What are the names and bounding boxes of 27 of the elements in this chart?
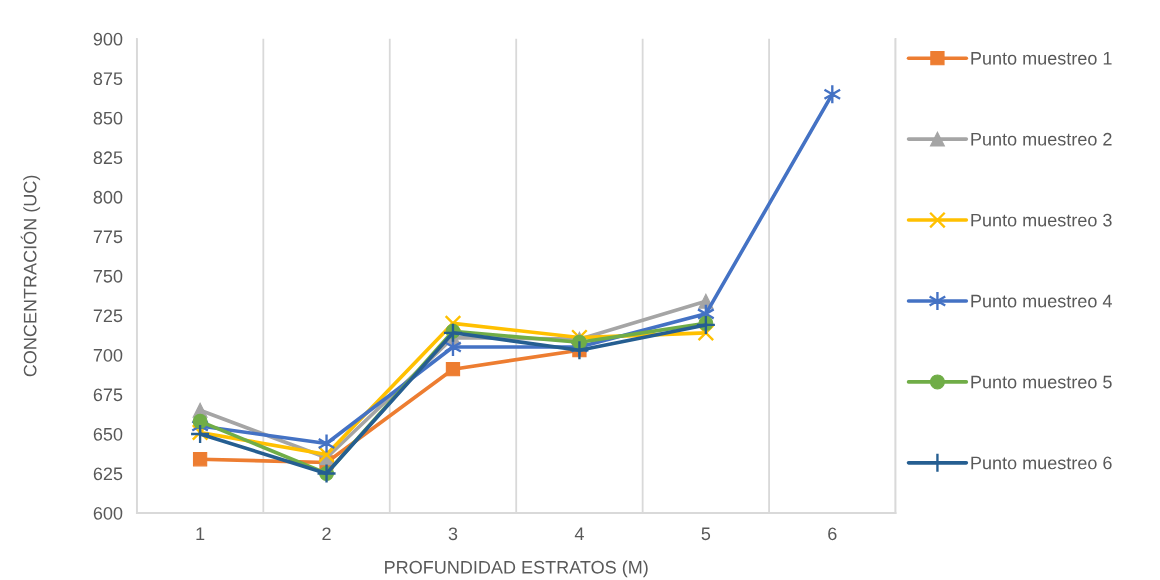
y-tick-label: 700	[93, 348, 123, 362]
y-tick-label: 625	[93, 467, 123, 481]
y-axis-title: CONCENTRACIÓN (UC)	[20, 175, 41, 377]
y-tick-label: 850	[93, 111, 123, 125]
legend-label: Punto muestreo 1	[971, 52, 1112, 65]
y-tick-label: 875	[93, 72, 123, 86]
y-tick-label: 650	[93, 427, 123, 441]
y-tick-label: 800	[93, 190, 123, 204]
legend-label: Punto muestreo 5	[971, 375, 1112, 389]
y-tick-label: 825	[93, 151, 123, 165]
x-tick-label: 5	[701, 527, 711, 541]
legend-label: Punto muestreo 4	[971, 294, 1112, 308]
y-tick-label: 900	[93, 32, 123, 46]
x-tick-label: 1	[196, 527, 205, 540]
legend-label: Punto muestreo 3	[971, 213, 1112, 227]
legend-label: Punto muestreo 6	[971, 456, 1112, 470]
legend-label: Punto muestreo 2	[971, 132, 1112, 146]
y-tick-label: 675	[93, 388, 123, 402]
x-tick-label: 6	[828, 527, 837, 541]
y-tick-label: 600	[93, 506, 123, 520]
x-tick-label: 2	[322, 527, 331, 540]
x-axis-title: PROFUNDIDAD ESTRATOS (M)	[385, 560, 648, 578]
y-tick-label: 750	[93, 269, 123, 283]
x-tick-label: 4	[574, 527, 584, 540]
x-tick-label: 3	[448, 527, 458, 541]
y-tick-label: 725	[93, 309, 123, 323]
y-tick-label: 775	[93, 230, 123, 244]
